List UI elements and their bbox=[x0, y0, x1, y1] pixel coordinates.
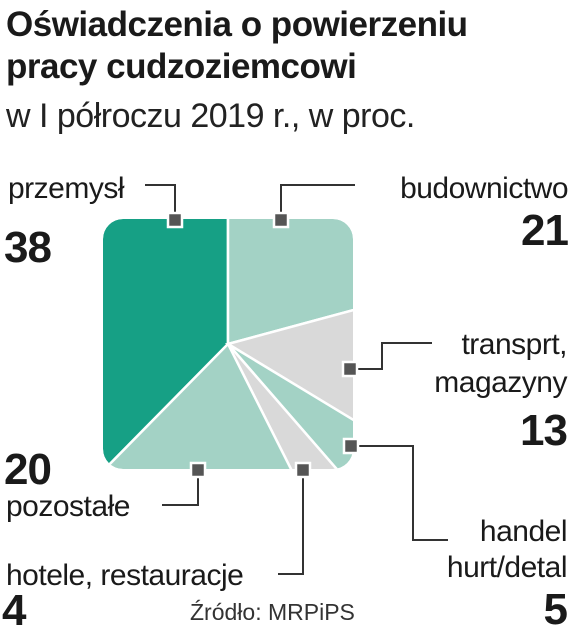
marker-hotele-restauracje bbox=[294, 461, 312, 479]
label-budownictwo: budownictwo bbox=[400, 172, 568, 205]
leader-line-pozostale bbox=[162, 470, 199, 506]
chart-title: Oświadczenia o powierzeniu pracy cudzozi… bbox=[6, 4, 468, 88]
title-line-1: Oświadczenia o powierzeniu bbox=[6, 5, 468, 44]
leader-line-handel-hurt-detal bbox=[351, 445, 448, 541]
marker-transprt-magazyny bbox=[341, 360, 359, 378]
label-przemysl: przemysł bbox=[8, 172, 125, 205]
label-hotele-restauracje: hotele, restauracje bbox=[6, 559, 243, 592]
marker-handel-hurt-detal bbox=[342, 437, 360, 455]
leader-line-budownictwo bbox=[280, 184, 355, 220]
value-przemysl: 38 bbox=[4, 223, 51, 272]
value-handel-hurt-detal: 5 bbox=[544, 585, 568, 634]
chart-frame bbox=[99, 215, 357, 473]
marker-budownictwo bbox=[272, 211, 290, 229]
label-transprt-magazyny-line-1: transprt, bbox=[461, 328, 567, 361]
label-pozostale: pozostałe bbox=[6, 490, 130, 523]
chart-subtitle: w I półroczu 2019 r., w proc. bbox=[6, 97, 415, 135]
source-note: Źródło: MRPiPS bbox=[190, 599, 355, 625]
value-hotele-restauracje: 4 bbox=[2, 586, 27, 635]
leader-line-transprt-magazyny bbox=[350, 342, 432, 370]
value-transprt-magazyny: 13 bbox=[520, 406, 567, 455]
label-handel-hurt-detal-line-2: hurt/detal bbox=[447, 551, 567, 584]
slice-budownictwo bbox=[226, 219, 353, 346]
label-transprt-magazyny-line-2: magazyny bbox=[434, 366, 567, 399]
slice-handel-hurt-detal bbox=[227, 342, 353, 469]
marker-pozostale bbox=[189, 461, 207, 479]
title-line-2: pracy cudzoziemcowi bbox=[6, 47, 357, 86]
slice-hotele-restauracje bbox=[226, 343, 353, 469]
value-budownictwo: 21 bbox=[521, 206, 568, 255]
label-handel-hurt-detal-line-1: handel bbox=[480, 515, 567, 548]
leader-line-hotele-restauracje bbox=[278, 470, 304, 575]
marker-przemysl bbox=[166, 211, 184, 229]
slice-transprt-magazyny bbox=[224, 274, 353, 469]
leader-line-przemysl bbox=[145, 184, 176, 220]
value-pozostale: 20 bbox=[4, 445, 51, 494]
